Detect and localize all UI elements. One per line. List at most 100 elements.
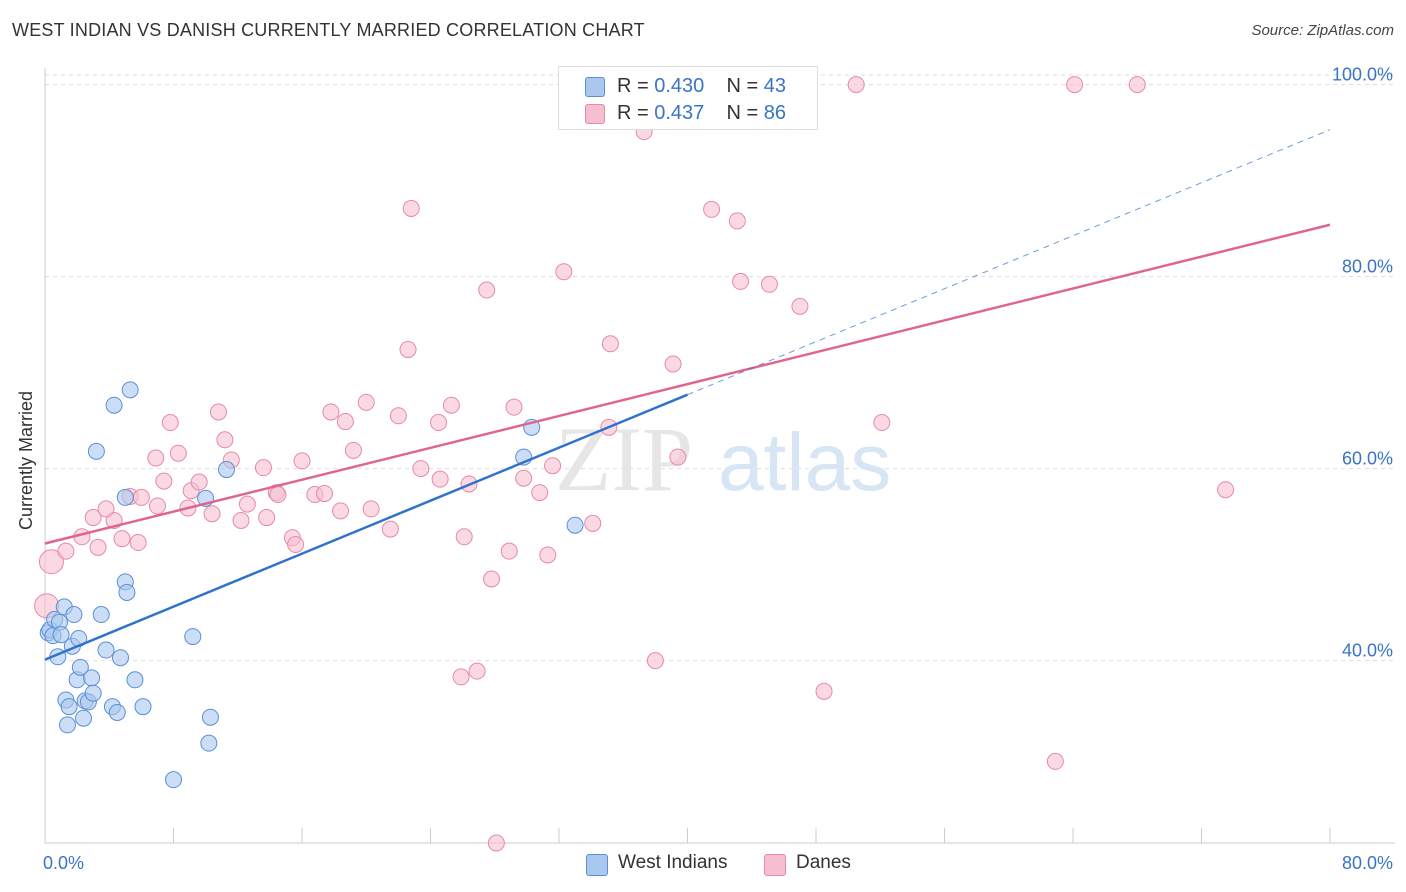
danes-point	[357, 393, 375, 411]
danes-point	[113, 530, 131, 548]
danes-point	[412, 460, 430, 478]
west-indians-point	[121, 381, 139, 399]
legend-n-label: N =	[726, 102, 759, 124]
west-indians-point	[118, 583, 136, 601]
legend-n-value: 43	[763, 75, 787, 97]
danes-point	[760, 275, 778, 293]
danes-point	[209, 403, 227, 421]
danes-point	[232, 511, 250, 529]
y-tick-label: 60.0%	[1342, 449, 1393, 469]
west-indians-point	[83, 669, 101, 687]
danes-point	[601, 335, 619, 353]
danes-point	[430, 414, 448, 432]
danes-point	[238, 495, 256, 513]
source-label: Source: ZipAtlas.com	[1251, 22, 1394, 39]
danes-point	[646, 652, 664, 670]
legend: R = 0.430 N = 43 R = 0.437 N = 86	[558, 66, 818, 130]
legend-r-label: R =	[617, 102, 649, 124]
west-indians-trend-line	[44, 393, 688, 661]
danes-point	[147, 449, 165, 467]
danes-point	[155, 472, 173, 490]
danes-point	[1128, 76, 1146, 94]
west-indians-point	[566, 516, 584, 534]
danes-point	[732, 272, 750, 290]
axis-layer	[44, 68, 1395, 844]
west-indians-point	[60, 698, 78, 716]
west-indians-point	[65, 606, 83, 624]
west-indians-point	[108, 703, 126, 721]
y-tick-label: 80.0%	[1342, 257, 1393, 277]
danes-point	[332, 502, 350, 520]
legend-n-value: 86	[763, 102, 787, 124]
y-tick-label: 100.0%	[1332, 65, 1393, 85]
danes-point	[399, 341, 417, 359]
danes-point	[1046, 752, 1064, 770]
danes-point	[169, 444, 187, 462]
watermark: ZIP atlas	[555, 408, 891, 510]
danes-point	[455, 528, 473, 546]
danes-point	[703, 200, 721, 218]
danes-point	[344, 441, 362, 459]
danes-point	[478, 281, 496, 299]
danes-point	[468, 662, 486, 680]
west-indians-point	[58, 716, 76, 734]
west-indians-point	[116, 488, 134, 506]
watermark-atlas: atlas	[718, 417, 891, 508]
danes-point	[544, 457, 562, 475]
legend-r-label: R =	[617, 75, 649, 97]
danes-point	[664, 355, 682, 373]
west-indians-point	[111, 649, 129, 667]
west-indians-points	[39, 381, 584, 789]
danes-point	[389, 407, 407, 425]
west-indians-point	[97, 641, 115, 659]
danes-point	[584, 514, 602, 532]
danes-point	[322, 403, 340, 421]
y-tick-label: 40.0%	[1342, 641, 1393, 661]
danes-point	[38, 549, 64, 575]
danes-point	[815, 682, 833, 700]
danes-point	[97, 500, 115, 518]
legend-n-label: N =	[726, 75, 759, 97]
danes-point	[431, 470, 449, 488]
legend-swatch-west-indians	[585, 77, 605, 97]
trend-layer	[44, 129, 1331, 661]
danes-point	[487, 834, 505, 852]
grid-layer	[45, 74, 1395, 662]
danes-point	[57, 542, 75, 560]
bottom-legend-label-west-indians: West Indians	[618, 852, 728, 873]
west-indians-trend-extension	[687, 129, 1331, 396]
west-indians-point	[165, 771, 182, 789]
danes-point	[515, 469, 533, 487]
danes-point	[89, 538, 107, 556]
y-axis-label: Currently Married	[16, 390, 36, 530]
danes-point	[452, 668, 470, 686]
bottom-legend-label-danes: Danes	[796, 852, 851, 873]
danes-point	[269, 486, 287, 504]
danes-point	[531, 484, 549, 502]
legend-swatch-danes	[585, 104, 605, 124]
west-indians-point	[71, 658, 89, 676]
west-indians-point	[201, 708, 219, 726]
danes-point	[873, 414, 891, 432]
x-tick-label: 80.0%	[1342, 853, 1393, 873]
bottom-legend-swatch-west-indians	[586, 854, 608, 876]
danes-point	[336, 413, 354, 431]
danes-point	[315, 485, 333, 503]
danes-point	[190, 473, 208, 491]
west-indians-point	[84, 684, 102, 702]
west-indians-point	[184, 628, 202, 646]
danes-point	[203, 505, 221, 523]
danes-point	[555, 263, 573, 281]
danes-point	[505, 398, 523, 416]
tick-labels: 40.0% 60.0% 80.0% 100.0% 0.0% 80.0%	[43, 65, 1393, 873]
danes-point	[1066, 76, 1084, 94]
danes-point	[539, 546, 557, 564]
danes-point	[216, 431, 234, 449]
danes-point	[483, 570, 501, 588]
danes-point	[293, 452, 311, 470]
danes-point	[669, 448, 687, 466]
west-indians-point	[200, 734, 218, 752]
danes-point	[161, 414, 179, 432]
danes-point	[442, 396, 460, 414]
west-indians-point	[105, 396, 123, 414]
